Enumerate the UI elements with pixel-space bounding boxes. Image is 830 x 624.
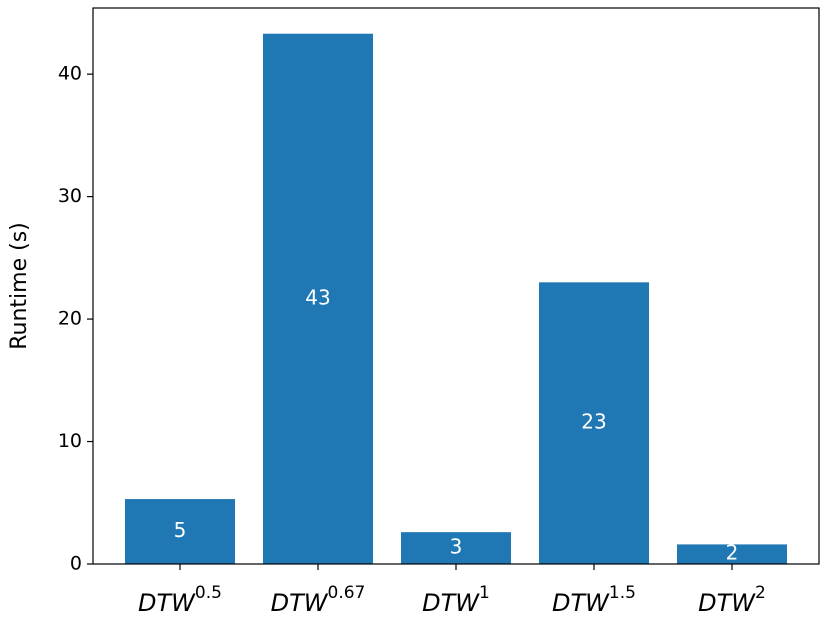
category-exponent: 0.67 <box>328 583 366 603</box>
category-base: DTW <box>138 589 196 617</box>
value-label: 2 <box>726 541 739 565</box>
category-exponent: 2 <box>755 583 766 603</box>
category-exponent: 1.5 <box>609 583 636 603</box>
bar <box>125 499 235 564</box>
x-tick-label: DTW0.67 <box>271 583 366 617</box>
bar <box>263 33 373 564</box>
y-axis-label: Runtime (s) <box>7 222 32 350</box>
y-tick-label: 10 <box>58 430 82 452</box>
y-tick-label: 40 <box>58 63 82 85</box>
x-tick-label: DTW1.5 <box>552 583 636 617</box>
bar <box>677 544 787 564</box>
y-tick-label: 20 <box>58 308 82 330</box>
category-base: DTW <box>552 589 610 617</box>
value-label: 5 <box>174 518 187 542</box>
plot-frame <box>92 7 820 565</box>
category-base: DTW <box>422 589 480 617</box>
value-label: 3 <box>450 535 463 559</box>
category-exponent: 1 <box>479 583 490 603</box>
category-base: DTW <box>271 589 329 617</box>
y-tick-label: 30 <box>58 185 82 207</box>
category-base: DTW <box>698 589 756 617</box>
value-label: 23 <box>581 410 606 434</box>
bar <box>539 282 649 564</box>
x-tick-label: DTW0.5 <box>138 583 222 617</box>
x-tick-label: DTW2 <box>698 583 766 617</box>
category-exponent: 0.5 <box>195 583 222 603</box>
y-tick-label: 0 <box>70 553 82 575</box>
x-tick-label: DTW1 <box>422 583 490 617</box>
value-label: 43 <box>305 285 330 309</box>
bar <box>401 532 511 564</box>
